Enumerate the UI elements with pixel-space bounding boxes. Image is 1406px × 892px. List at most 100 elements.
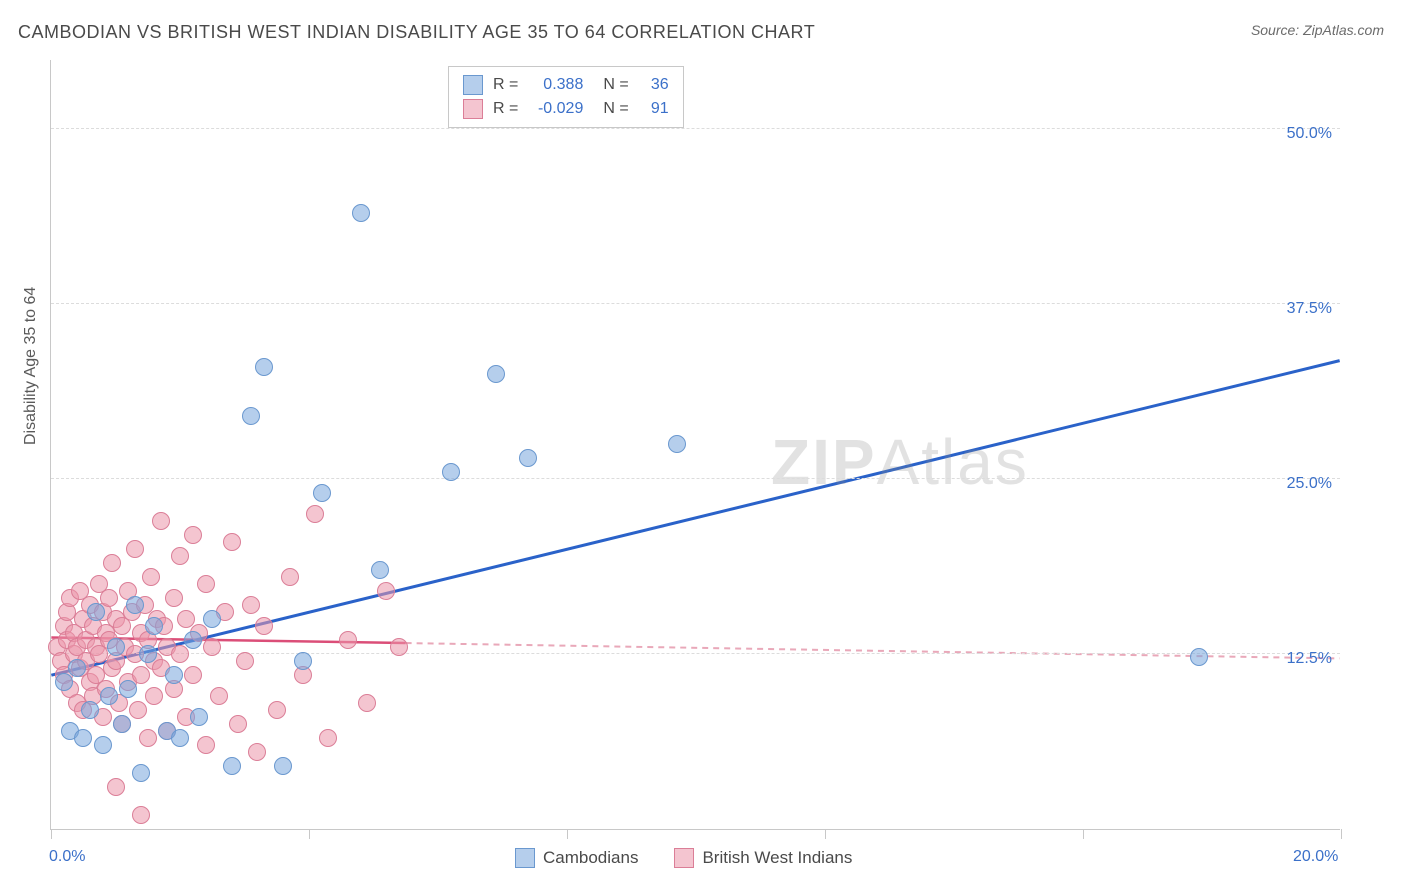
data-point: [358, 694, 376, 712]
y-tick-label: 37.5%: [1287, 300, 1332, 318]
data-point: [242, 596, 260, 614]
y-axis-title: Disability Age 35 to 64: [22, 287, 40, 445]
r-label: R =: [493, 76, 518, 94]
data-point: [487, 365, 505, 383]
x-tick: [51, 829, 52, 839]
data-point: [107, 778, 125, 796]
series-label-cambodians: Cambodians: [543, 848, 638, 868]
data-point: [377, 582, 395, 600]
data-point: [223, 757, 241, 775]
data-point: [126, 540, 144, 558]
swatch-bwi: [674, 848, 694, 868]
data-point: [74, 729, 92, 747]
swatch-cambodians: [515, 848, 535, 868]
data-point: [184, 631, 202, 649]
watermark-atlas: Atlas: [877, 426, 1029, 498]
data-point: [145, 687, 163, 705]
series-legend: Cambodians British West Indians: [515, 848, 852, 868]
data-point: [210, 687, 228, 705]
watermark: ZIPAtlas: [771, 425, 1029, 499]
data-point: [100, 589, 118, 607]
data-point: [319, 729, 337, 747]
n-label: N =: [603, 76, 628, 94]
data-point: [81, 701, 99, 719]
legend-row-cambodians: R = 0.388 N = 36: [463, 73, 669, 97]
r-label: R =: [493, 100, 518, 118]
data-point: [132, 666, 150, 684]
data-point: [339, 631, 357, 649]
x-tick: [1341, 829, 1342, 839]
y-tick-label: 12.5%: [1287, 650, 1332, 668]
gridline: [51, 128, 1340, 129]
swatch-cambodians: [463, 75, 483, 95]
data-point: [68, 659, 86, 677]
data-point: [255, 617, 273, 635]
data-point: [203, 610, 221, 628]
data-point: [274, 757, 292, 775]
x-tick: [567, 829, 568, 839]
data-point: [132, 764, 150, 782]
x-tick-label: 20.0%: [1293, 848, 1338, 866]
data-point: [352, 204, 370, 222]
x-tick: [825, 829, 826, 839]
data-point: [313, 484, 331, 502]
data-point: [255, 358, 273, 376]
data-point: [390, 638, 408, 656]
source-attribution: Source: ZipAtlas.com: [1251, 22, 1384, 38]
data-point: [103, 554, 121, 572]
data-point: [242, 407, 260, 425]
data-point: [306, 505, 324, 523]
data-point: [132, 806, 150, 824]
data-point: [248, 743, 266, 761]
n-value-bwi: 91: [639, 100, 669, 118]
gridline: [51, 303, 1340, 304]
plot-area: ZIPAtlas 12.5%25.0%37.5%50.0%0.0%20.0%: [50, 60, 1340, 830]
data-point: [171, 547, 189, 565]
data-point: [55, 673, 73, 691]
data-point: [371, 561, 389, 579]
data-point: [668, 435, 686, 453]
x-tick: [309, 829, 310, 839]
data-point: [1190, 648, 1208, 666]
swatch-bwi: [463, 99, 483, 119]
data-point: [139, 729, 157, 747]
y-tick-label: 50.0%: [1287, 125, 1332, 143]
data-point: [87, 603, 105, 621]
gridline: [51, 478, 1340, 479]
data-point: [197, 736, 215, 754]
data-point: [268, 701, 286, 719]
data-point: [223, 533, 241, 551]
data-point: [165, 589, 183, 607]
data-point: [94, 736, 112, 754]
x-tick-label: 0.0%: [49, 848, 85, 866]
r-value-cambodians: 0.388: [528, 76, 583, 94]
data-point: [139, 645, 157, 663]
data-point: [142, 568, 160, 586]
data-point: [126, 596, 144, 614]
data-point: [129, 701, 147, 719]
data-point: [152, 512, 170, 530]
legend-row-bwi: R = -0.029 N = 91: [463, 97, 669, 121]
data-point: [281, 568, 299, 586]
r-value-bwi: -0.029: [528, 100, 583, 118]
data-point: [203, 638, 221, 656]
n-label: N =: [603, 100, 628, 118]
data-point: [119, 680, 137, 698]
legend-item-cambodians: Cambodians: [515, 848, 638, 868]
data-point: [294, 652, 312, 670]
data-point: [171, 729, 189, 747]
data-point: [519, 449, 537, 467]
data-point: [442, 463, 460, 481]
y-tick-label: 25.0%: [1287, 475, 1332, 493]
data-point: [107, 638, 125, 656]
legend-item-bwi: British West Indians: [674, 848, 852, 868]
chart-title: CAMBODIAN VS BRITISH WEST INDIAN DISABIL…: [18, 22, 815, 43]
data-point: [100, 687, 118, 705]
correlation-legend: R = 0.388 N = 36 R = -0.029 N = 91: [448, 66, 684, 128]
data-point: [165, 666, 183, 684]
x-tick: [1083, 829, 1084, 839]
data-point: [113, 715, 131, 733]
data-point: [190, 708, 208, 726]
data-point: [184, 526, 202, 544]
data-point: [171, 645, 189, 663]
